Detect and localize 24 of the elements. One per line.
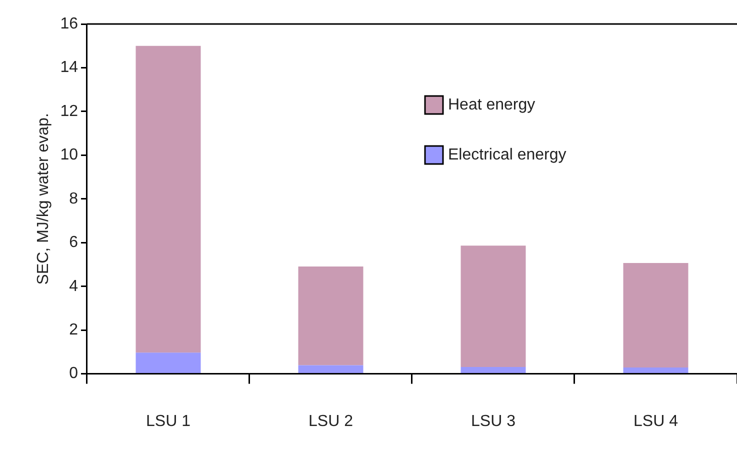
y-tick-label: 6: [69, 234, 78, 252]
y-tick-label: 4: [69, 278, 78, 295]
y-tick-label: 10: [60, 146, 78, 164]
legend-label: Electrical energy: [448, 146, 566, 164]
bar: [460, 246, 526, 368]
bar: [136, 352, 201, 374]
legend-label: Heat energy: [448, 96, 536, 114]
bar: [298, 365, 364, 374]
x-tick-label: LSU 3: [471, 412, 516, 430]
bar: [623, 367, 688, 374]
bar: [298, 266, 364, 366]
bar: [623, 262, 688, 368]
bar: [136, 46, 201, 353]
x-tick-label: LSU 2: [308, 412, 354, 430]
y-tick-label: 16: [60, 15, 78, 32]
x-tick-label: LSU 1: [146, 412, 191, 430]
y-tick-label: 14: [60, 59, 78, 76]
y-tick-label: 12: [60, 102, 78, 120]
y-tick-label: 0: [69, 365, 78, 382]
y-axis-title: SEC, MJ/kg water evap.: [35, 113, 52, 285]
bar: [460, 367, 526, 374]
x-tick-label: LSU 4: [634, 412, 678, 430]
y-tick-label: 2: [69, 321, 78, 338]
y-tick-label: 8: [69, 190, 78, 208]
